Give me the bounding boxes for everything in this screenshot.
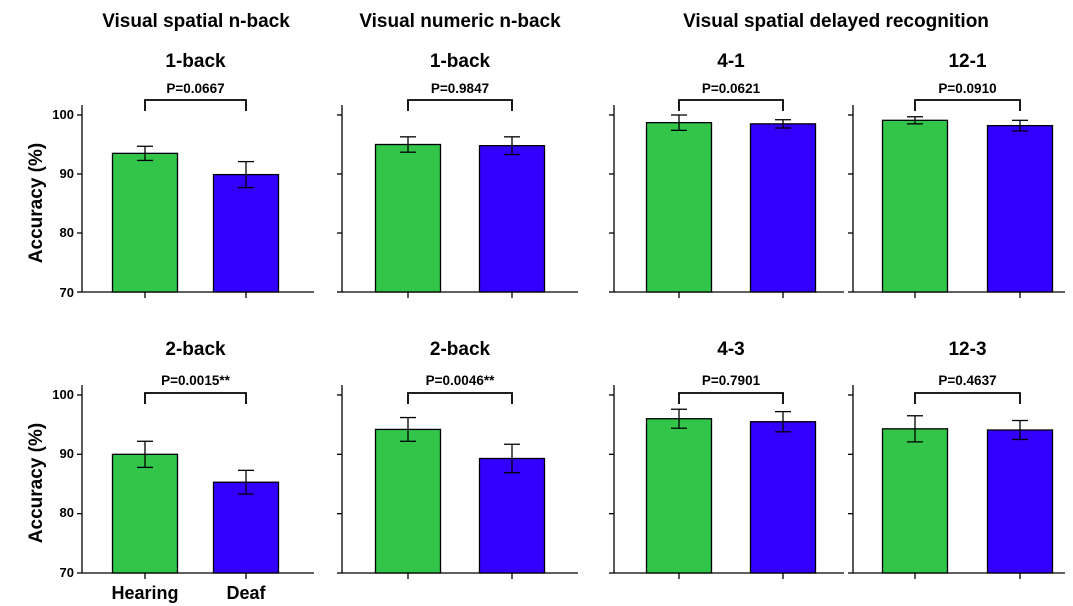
bar-hearing (374, 428, 442, 574)
y-tick-label: 70 (60, 285, 74, 300)
p-value-label: P=0.4637 (938, 373, 996, 388)
panel: P=0.0910 12-1 (848, 51, 1065, 298)
panel-title: 1-back (165, 51, 226, 72)
group-title-numeric-nback: Visual numeric n-back (359, 11, 561, 32)
p-value-label: P=0.0667 (166, 81, 224, 96)
panel: P=0.0621 4-1 (609, 51, 844, 298)
bar-hearing (374, 143, 442, 293)
bar-hearing (881, 119, 949, 293)
panel: P=0.0667 1-back (77, 51, 314, 298)
p-value-label: P=0.7901 (702, 373, 761, 388)
significance-bracket (678, 99, 784, 111)
bar-deaf (212, 173, 280, 293)
panel-title: 1-back (430, 51, 491, 72)
y-axis-label-top: Accuracy (%) (26, 143, 47, 263)
significance-bracket (914, 99, 1021, 111)
y-tick-label: 70 (60, 565, 74, 580)
significance-bracket (407, 99, 513, 111)
y-tick-label: 90 (60, 446, 74, 461)
bar-hearing (881, 428, 949, 574)
significance-bracket (914, 392, 1021, 404)
panel-title: 12-3 (948, 339, 986, 360)
bar-hearing (645, 122, 713, 293)
x-category-deaf: Deaf (226, 583, 266, 603)
bar-hearing (111, 453, 179, 574)
panel: P=0.4637 12-3 (848, 339, 1065, 579)
significance-bracket (407, 392, 513, 404)
x-category-hearing: Hearing (111, 583, 178, 603)
bar-deaf (212, 481, 280, 574)
bar-deaf (986, 124, 1054, 293)
bar-deaf (986, 429, 1054, 574)
bar-deaf (749, 421, 817, 574)
panel: P=0.0046** 2-back (337, 339, 578, 579)
bar-deaf (478, 145, 546, 293)
p-value-label: P=0.0621 (702, 81, 761, 96)
bar-hearing (111, 152, 179, 293)
panel: P=0.0015** 2-back (77, 339, 314, 579)
significance-bracket (144, 99, 247, 111)
panel-title: 2-back (430, 339, 491, 360)
panel-title: 4-1 (717, 51, 745, 72)
p-value-label: P=0.9847 (431, 81, 489, 96)
p-value-label: P=0.0910 (938, 81, 996, 96)
significance-bracket (678, 392, 784, 404)
y-tick-label: 90 (60, 166, 74, 181)
panel-title: 2-back (165, 339, 226, 360)
panel: P=0.7901 4-3 (609, 339, 844, 579)
y-axis-label-bottom: Accuracy (%) (26, 423, 47, 543)
p-value-label: P=0.0015** (161, 373, 230, 388)
panel-title: 4-3 (717, 339, 744, 360)
panel: P=0.9847 1-back (337, 51, 578, 298)
group-title-spatial-nback: Visual spatial n-back (102, 11, 290, 32)
panel-title: 12-1 (948, 51, 986, 72)
y-tick-label: 100 (52, 387, 74, 402)
bar-deaf (749, 123, 817, 293)
significance-bracket (144, 392, 247, 404)
group-title-delayed-recognition: Visual spatial delayed recognition (683, 11, 989, 32)
y-tick-label: 80 (60, 225, 74, 240)
p-value-label: P=0.0046** (426, 373, 495, 388)
y-tick-label: 100 (52, 107, 74, 122)
bar-deaf (478, 457, 546, 574)
panels: P=0.06671-backP=0.98471-backP=0.06214-1P… (77, 51, 1065, 579)
bar-hearing (645, 418, 713, 574)
y-tick-label: 80 (60, 505, 74, 520)
